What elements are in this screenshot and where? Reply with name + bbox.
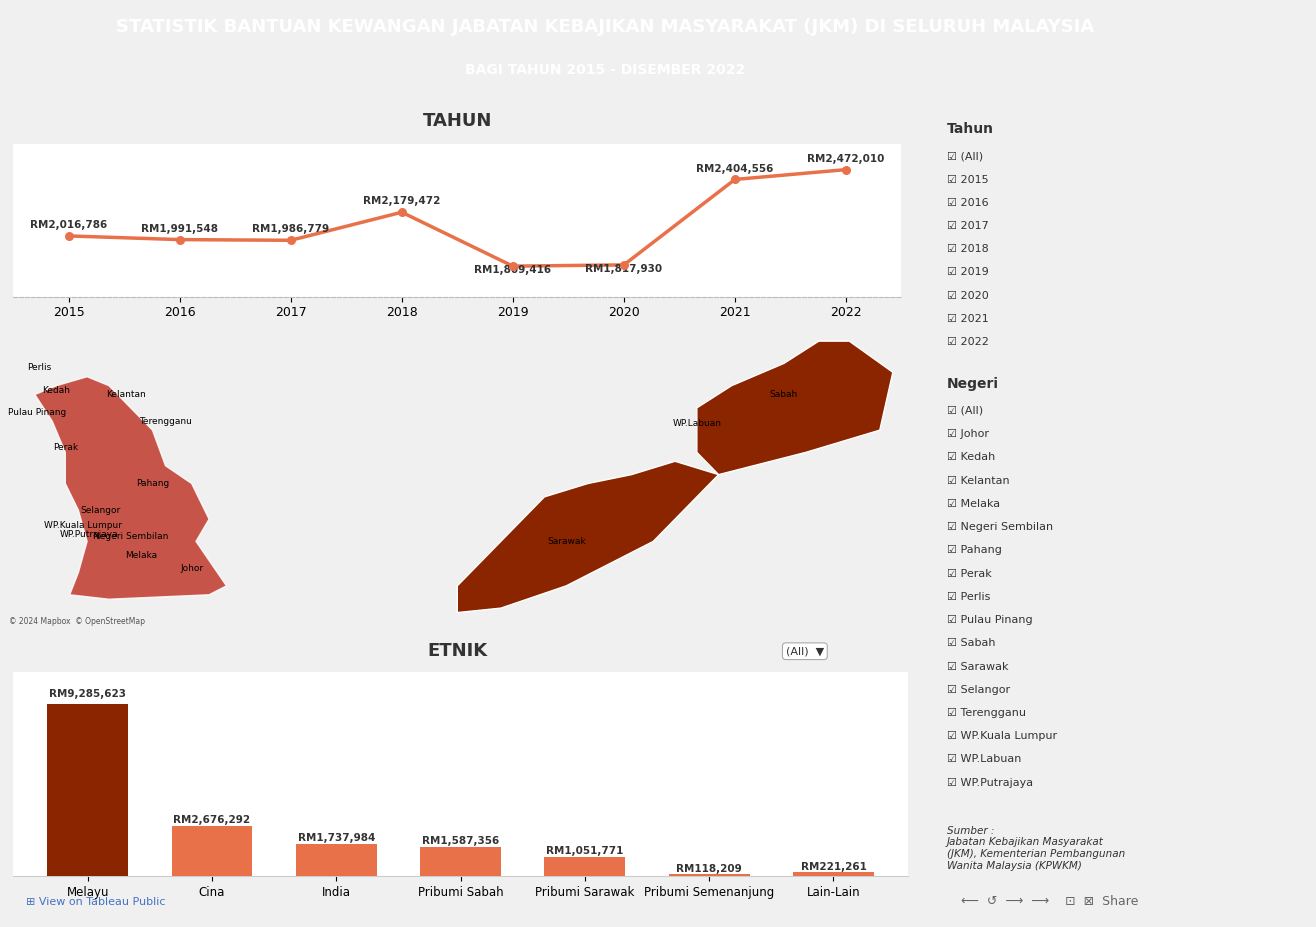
- Text: ☑ (All): ☑ (All): [946, 151, 983, 161]
- Text: WP.Kuala Lumpur: WP.Kuala Lumpur: [43, 521, 122, 530]
- Text: ☑ Melaka: ☑ Melaka: [946, 499, 1000, 509]
- Text: ☑ 2017: ☑ 2017: [946, 221, 988, 231]
- Polygon shape: [34, 376, 226, 599]
- Text: RM2,016,786: RM2,016,786: [30, 220, 108, 230]
- Point: [58, 229, 79, 244]
- Bar: [47, 704, 128, 876]
- Text: ☑ WP.Putrajaya: ☑ WP.Putrajaya: [946, 778, 1033, 788]
- Text: RM2,472,010: RM2,472,010: [807, 154, 884, 164]
- Text: (All)  ▼: (All) ▼: [786, 646, 824, 656]
- Polygon shape: [457, 462, 719, 613]
- Text: ☑ Perlis: ☑ Perlis: [946, 591, 990, 602]
- Text: ☑ Pulau Pinang: ☑ Pulau Pinang: [946, 615, 1032, 625]
- Text: ☑ Kedah: ☑ Kedah: [946, 452, 995, 463]
- Text: Pahang: Pahang: [136, 479, 168, 488]
- Text: Sarawak: Sarawak: [547, 537, 586, 546]
- Text: ⊞ View on Tableau Public: ⊞ View on Tableau Public: [26, 896, 166, 907]
- Polygon shape: [697, 341, 892, 475]
- Text: ☑ Selangor: ☑ Selangor: [946, 685, 1009, 694]
- Text: ☑ 2015: ☑ 2015: [946, 174, 988, 184]
- Point: [170, 232, 191, 247]
- Point: [391, 205, 412, 220]
- Text: RM9,285,623: RM9,285,623: [49, 690, 126, 699]
- Text: Terengganu: Terengganu: [139, 417, 192, 425]
- Text: RM2,404,556: RM2,404,556: [696, 163, 774, 173]
- Text: Sabah: Sabah: [770, 390, 797, 399]
- Bar: [545, 857, 625, 876]
- Text: Kelantan: Kelantan: [107, 390, 146, 399]
- Text: RM1,051,771: RM1,051,771: [546, 845, 624, 856]
- Bar: [669, 874, 750, 876]
- Text: ☑ 2016: ☑ 2016: [946, 197, 988, 208]
- Text: Pulau Pinang: Pulau Pinang: [8, 408, 66, 417]
- Point: [613, 258, 634, 273]
- Text: Sumber :
Jabatan Kebajikan Masyarakat
(JKM), Kementerian Pembangunan
Wanita Mala: Sumber : Jabatan Kebajikan Masyarakat (J…: [946, 826, 1125, 870]
- Text: © 2024 Mapbox  © OpenStreetMap: © 2024 Mapbox © OpenStreetMap: [9, 616, 145, 626]
- Text: RM2,179,472: RM2,179,472: [363, 197, 441, 207]
- Text: ☑ Perak: ☑ Perak: [946, 568, 991, 578]
- Text: Johor: Johor: [180, 564, 203, 573]
- Text: ☑ 2021: ☑ 2021: [946, 314, 988, 324]
- Text: TAHUN: TAHUN: [422, 111, 492, 130]
- Text: ☑ 2020: ☑ 2020: [946, 291, 988, 300]
- Text: ☑ 2018: ☑ 2018: [946, 244, 988, 254]
- Text: STATISTIK BANTUAN KEWANGAN JABATAN KEBAJIKAN MASYARAKAT (JKM) DI SELURUH MALAYSI: STATISTIK BANTUAN KEWANGAN JABATAN KEBAJ…: [116, 19, 1095, 36]
- Text: ☑ WP.Labuan: ☑ WP.Labuan: [946, 755, 1021, 765]
- Text: ☑ Kelantan: ☑ Kelantan: [946, 476, 1009, 486]
- Text: RM118,209: RM118,209: [676, 864, 742, 873]
- Text: BAGI TAHUN 2015 - DISEMBER 2022: BAGI TAHUN 2015 - DISEMBER 2022: [466, 63, 745, 77]
- Text: Tahun: Tahun: [946, 122, 994, 136]
- Text: Negeri Sembilan: Negeri Sembilan: [93, 532, 168, 541]
- Text: ☑ 2022: ☑ 2022: [946, 337, 988, 347]
- Point: [724, 172, 745, 187]
- Text: ETNIK: ETNIK: [428, 642, 487, 660]
- Text: RM1,986,779: RM1,986,779: [253, 224, 329, 235]
- Text: ⟵  ↺  ⟶  ⟶    ⊡  ⊠  Share: ⟵ ↺ ⟶ ⟶ ⊡ ⊠ Share: [961, 895, 1138, 908]
- Text: ☑ Pahang: ☑ Pahang: [946, 545, 1001, 555]
- Text: Negeri: Negeri: [946, 377, 999, 391]
- Text: ☑ Sabah: ☑ Sabah: [946, 639, 995, 648]
- Text: ☑ WP.Kuala Lumpur: ☑ WP.Kuala Lumpur: [946, 731, 1057, 742]
- Text: RM1,737,984: RM1,737,984: [297, 832, 375, 843]
- Text: ☑ (All): ☑ (All): [946, 406, 983, 416]
- Text: Perlis: Perlis: [28, 363, 51, 373]
- Text: ☑ Negeri Sembilan: ☑ Negeri Sembilan: [946, 522, 1053, 532]
- Text: RM221,261: RM221,261: [800, 862, 866, 871]
- Text: WP.Labuan: WP.Labuan: [672, 419, 721, 428]
- Point: [280, 233, 301, 248]
- Text: WP.Putrajaya: WP.Putrajaya: [61, 530, 118, 540]
- Text: ☑ 2019: ☑ 2019: [946, 267, 988, 277]
- Point: [836, 162, 857, 177]
- Text: RM1,809,416: RM1,809,416: [474, 265, 551, 275]
- Point: [503, 259, 524, 273]
- Text: RM2,676,292: RM2,676,292: [174, 815, 250, 825]
- Text: RM1,817,930: RM1,817,930: [586, 263, 662, 273]
- Text: ☑ Johor: ☑ Johor: [946, 429, 988, 439]
- Bar: [296, 844, 376, 876]
- Text: RM1,587,356: RM1,587,356: [422, 835, 499, 845]
- Text: Selangor: Selangor: [80, 506, 120, 514]
- Bar: [171, 826, 253, 876]
- Text: RM1,991,548: RM1,991,548: [141, 223, 218, 234]
- Text: ☑ Terengganu: ☑ Terengganu: [946, 708, 1025, 718]
- Text: Melaka: Melaka: [125, 552, 158, 560]
- Text: Perak: Perak: [53, 443, 78, 452]
- Text: ☑ Sarawak: ☑ Sarawak: [946, 662, 1008, 671]
- Bar: [420, 846, 501, 876]
- Bar: [794, 872, 874, 876]
- Text: Kedah: Kedah: [42, 386, 71, 395]
